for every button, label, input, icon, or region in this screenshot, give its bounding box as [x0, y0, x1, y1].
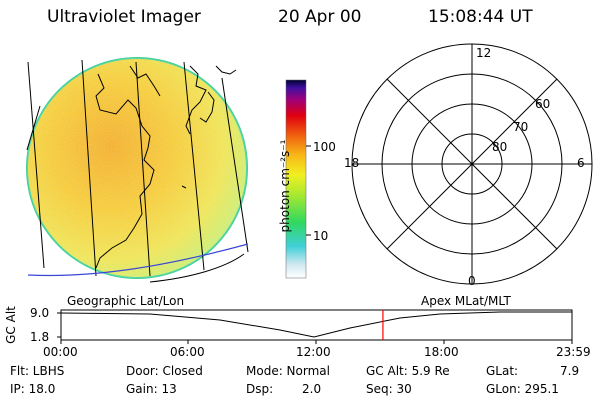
latitude-line: [27, 243, 249, 277]
lat-label-60: 60: [535, 97, 551, 111]
timeline-axis-label: GC Alt: [3, 306, 18, 344]
lat-label-80: 80: [492, 140, 508, 154]
island-1: [185, 65, 207, 135]
lat-label-70: 70: [513, 120, 529, 134]
timeline-y-tick-1-8: 1.8: [30, 330, 50, 344]
coastline: [95, 73, 155, 269]
timeline-right-title: Apex MLat/MLT: [421, 294, 511, 308]
status-flt: Flt: LBHS: [10, 364, 65, 378]
status-gc-alt: GC Alt: 5.9 Re: [366, 364, 450, 378]
status-door: Door: Closed: [126, 364, 203, 378]
timeline-y-ticks: [57, 312, 61, 338]
status-glat-label: GLat:: [486, 364, 519, 378]
date-label: 20 Apr 00: [278, 7, 362, 27]
timeline-frame: [60, 309, 573, 341]
polar-plot: [351, 43, 593, 285]
island-dot: [181, 185, 187, 189]
colorbar: [286, 80, 306, 278]
colorbar-unit-label: photon cm⁻²s⁻¹: [278, 139, 292, 233]
coastline-north: [129, 65, 161, 97]
status-glat-value: 7.9: [560, 364, 580, 378]
timeline-x-tick-1200: 12:00: [296, 345, 331, 359]
altitude-curve: [60, 311, 572, 338]
status-gain: Gain: 13: [126, 382, 177, 396]
colorbar-tick-label-100: 100: [313, 140, 336, 154]
timeline-x-ticks: [60, 340, 573, 344]
status-seq: Seq: 30: [366, 382, 412, 396]
mlt-label-6: 6: [577, 156, 585, 170]
colorbar-tick-label-10: 10: [313, 229, 329, 243]
island-3: [215, 65, 237, 75]
mlt-label-12: 12: [476, 46, 492, 60]
status-ip: IP: 18.0: [10, 382, 56, 396]
colorbar-frame: [285, 79, 307, 279]
timeline-x-tick-2359: 23:59: [556, 345, 591, 359]
timeline-x-tick-0000: 00:00: [43, 345, 78, 359]
timeline-y-tick-9: 9.0: [30, 306, 50, 320]
status-dsp-value: 2.0: [302, 382, 322, 396]
timeline-x-tick-0600: 06:00: [170, 345, 205, 359]
longitude-lines: [26, 59, 249, 277]
window-title: Ultraviolet Imager: [47, 7, 201, 27]
disc-noise: [27, 58, 247, 278]
status-dsp-label: Dsp:: [246, 382, 274, 396]
polar-diagonal-2: [386, 78, 558, 250]
island-2: [199, 91, 215, 123]
mlt-label-0: 0: [468, 274, 476, 288]
time-label: 15:08:44 UT: [428, 7, 533, 27]
timeline-left-title: Geographic Lat/Lon: [67, 294, 185, 308]
status-mode: Mode: Normal: [246, 364, 330, 378]
earth-image: [26, 57, 249, 283]
status-glon: GLon: 295.1: [486, 382, 559, 396]
timeline-x-tick-1800: 18:00: [424, 345, 459, 359]
mlt-label-18: 18: [344, 156, 360, 170]
latitude-line-2: [149, 253, 245, 283]
